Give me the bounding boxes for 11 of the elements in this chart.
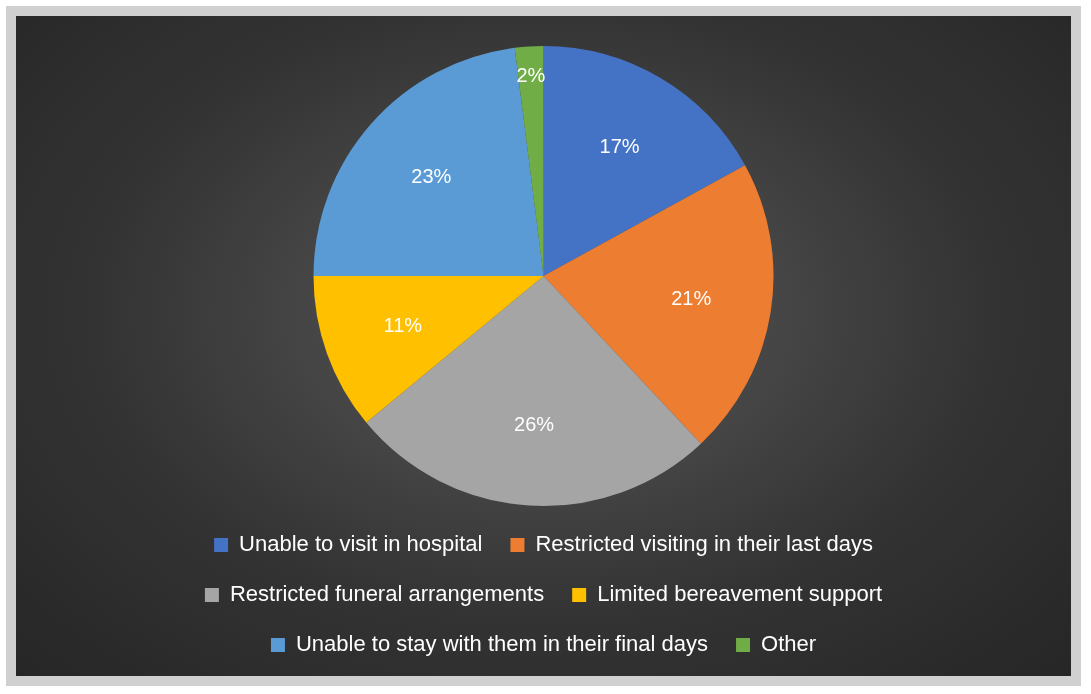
legend-label: Limited bereavement support	[597, 581, 883, 607]
data-label: 21%	[671, 286, 712, 309]
legend-label: Other	[761, 631, 817, 657]
legend-label: Unable to visit in hospital	[239, 531, 483, 557]
data-label: 11%	[383, 314, 423, 337]
data-label: 17%	[599, 134, 640, 157]
legend-label: Unable to stay with them in their final days	[295, 631, 709, 657]
legend-label: Restricted visiting in their last days	[535, 531, 873, 557]
data-label: 26%	[514, 412, 555, 435]
legend-label: Restricted funeral arrangements	[229, 581, 545, 607]
data-label: 23%	[411, 164, 452, 187]
